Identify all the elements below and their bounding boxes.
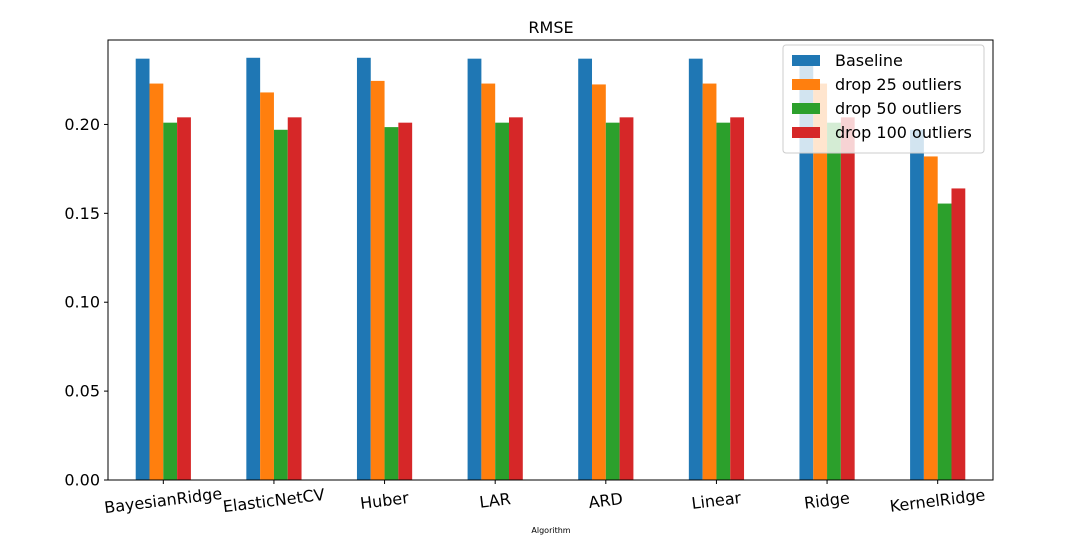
bar — [481, 83, 496, 480]
bar — [910, 129, 924, 480]
bar — [937, 203, 952, 480]
bar — [508, 117, 523, 480]
x-tick-label: ARD — [587, 489, 623, 512]
y-tick-label: 0.20 — [64, 115, 100, 134]
legend-label: Baseline — [835, 51, 903, 70]
bar — [605, 122, 620, 481]
bar — [370, 80, 385, 480]
legend-label: drop 100 outliers — [835, 123, 972, 142]
legend-box — [782, 44, 985, 154]
legend-swatch — [792, 79, 820, 90]
y-tick-label: 0.15 — [64, 204, 100, 223]
bar — [840, 117, 855, 480]
bar — [356, 57, 371, 480]
bar — [177, 117, 191, 480]
bar — [688, 58, 703, 481]
bar — [827, 122, 841, 481]
bars-layer — [135, 57, 966, 481]
plot-frame — [107, 39, 994, 481]
bar — [716, 122, 731, 481]
bar — [578, 58, 593, 481]
legend-label: drop 25 outliers — [835, 75, 962, 94]
y-tick-label: 0.10 — [64, 293, 100, 312]
legend-swatch — [792, 55, 820, 66]
x-tick-label: LAR — [478, 489, 511, 512]
bar — [287, 117, 302, 480]
x-axis-label: Algorithm — [531, 526, 570, 535]
bar — [813, 83, 828, 480]
x-tick-label: KernelRidge — [889, 485, 987, 516]
x-tick-label: Huber — [359, 488, 410, 513]
legend: Baseline drop 25 outliers drop 50 outliers… — [782, 44, 985, 154]
legend-swatch — [792, 127, 820, 138]
legend-swatch — [792, 103, 820, 114]
bar — [592, 84, 606, 480]
bar — [135, 58, 150, 481]
bar — [730, 117, 745, 480]
bar — [495, 122, 509, 481]
x-tick-label: Ridge — [803, 488, 851, 512]
bar — [619, 117, 634, 480]
chart-title: RMSE — [528, 18, 573, 37]
y-tick-label: 0.00 — [64, 471, 100, 490]
bar — [246, 57, 261, 480]
bar — [384, 127, 399, 481]
bar — [467, 58, 482, 481]
bar — [951, 188, 966, 480]
bar — [163, 122, 178, 481]
y-tick-label: 0.05 — [64, 382, 100, 401]
bar — [260, 92, 274, 480]
bar — [273, 129, 288, 480]
bar — [702, 83, 717, 480]
x-tick-label: Linear — [690, 488, 742, 513]
x-tick-label: BayesianRidge — [103, 484, 223, 517]
bar — [799, 58, 814, 481]
bar — [923, 156, 938, 480]
x-tick-label: ElasticNetCV — [222, 485, 326, 516]
bar — [398, 122, 413, 481]
legend-label: drop 50 outliers — [835, 99, 962, 118]
bar — [149, 83, 164, 480]
